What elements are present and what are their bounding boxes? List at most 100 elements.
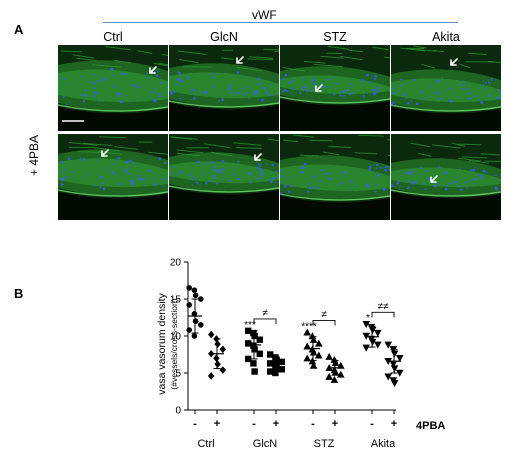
x-sub-label: +: [273, 418, 279, 430]
column-label-glcn: GlcN: [210, 30, 238, 44]
data-point: [191, 287, 198, 293]
micrograph-ctrl-4pba: [58, 134, 168, 220]
micrograph-glcn: [169, 45, 279, 131]
data-point: [273, 363, 280, 371]
data-point: [374, 329, 382, 337]
x-category-label: STZ: [314, 438, 335, 450]
comparison-bracket: [371, 311, 395, 318]
data-point: [368, 326, 377, 334]
column-label-akita: Akita: [432, 30, 460, 44]
data-point: [315, 351, 323, 359]
comparison-marker: ≠: [321, 309, 327, 320]
data-point: [186, 285, 192, 291]
y-axis-label: vasa vasorum density: [156, 292, 168, 394]
significance-marker: ****: [301, 321, 317, 332]
treatment-label: 4PBA: [416, 420, 445, 432]
row-label-4pba-text: + 4PBA: [27, 134, 41, 176]
data-point: [192, 292, 199, 299]
y-tick-label: 15: [170, 295, 182, 306]
x-sub-label: -: [370, 418, 374, 430]
data-point: [331, 368, 340, 376]
comparison-marker: ≠≠: [378, 301, 389, 312]
data-point: [362, 320, 370, 328]
data-point: [337, 361, 345, 369]
data-point: [309, 335, 318, 343]
data-point: [278, 358, 285, 366]
data-point: [198, 322, 204, 328]
data-point: [191, 311, 198, 317]
data-point: [396, 369, 404, 377]
data-point: [219, 345, 226, 354]
data-point: [303, 342, 311, 350]
data-point: [396, 355, 404, 362]
panel-letter-a: A: [14, 22, 24, 37]
comparison-bracket: [253, 318, 277, 324]
data-point: [331, 358, 340, 366]
data-point: [267, 360, 274, 367]
x-category-label: Ctrl: [197, 438, 214, 450]
data-point: [198, 296, 204, 302]
data-point: [214, 360, 221, 368]
data-point: [330, 375, 339, 383]
data-point: [186, 302, 192, 308]
column-label-stz: STZ: [323, 30, 347, 44]
row-label-4pba: + 4PBA: [27, 135, 55, 176]
panel-letter-b: B: [14, 286, 24, 301]
data-point: [325, 372, 333, 380]
x-sub-label: -: [311, 418, 315, 430]
comparison-bracket: [312, 320, 336, 326]
x-category-label: GlcN: [253, 438, 278, 450]
data-point: [250, 360, 257, 367]
data-point: [251, 368, 258, 375]
micrograph-glcn-4pba: [169, 134, 279, 220]
data-point: [208, 372, 215, 380]
x-sub-label: -: [252, 418, 256, 430]
data-point: [309, 361, 318, 369]
data-point: [278, 366, 285, 373]
data-point: [245, 327, 252, 335]
data-point: [303, 354, 311, 362]
data-point: [250, 342, 257, 349]
data-point: [245, 355, 252, 363]
data-point: [208, 330, 215, 339]
y-tick-label: 10: [170, 332, 182, 343]
micrograph-stz-4pba: [280, 134, 390, 220]
data-point: [374, 341, 382, 349]
data-point: [390, 350, 399, 358]
data-point: [267, 368, 274, 375]
data-point: [390, 380, 399, 388]
column-label-ctrl: Ctrl: [103, 30, 123, 44]
x-category-label: Akita: [371, 438, 396, 450]
data-point: [191, 333, 198, 339]
data-point: [337, 370, 345, 378]
data-point: [251, 332, 258, 340]
data-point: [272, 369, 279, 377]
data-point: [325, 352, 333, 360]
data-point: [315, 339, 323, 347]
x-sub-label: +: [391, 418, 397, 430]
x-sub-label: +: [332, 418, 338, 430]
data-point: [309, 348, 318, 356]
comparison-marker: ≠: [262, 308, 268, 319]
data-point: [213, 354, 220, 362]
micrograph-stz: [280, 45, 390, 131]
data-point: [186, 327, 192, 333]
micrograph-akita: [391, 45, 501, 131]
data-point: [219, 366, 226, 374]
data-point: [384, 341, 392, 349]
data-point: [267, 351, 274, 358]
data-point: [303, 328, 311, 336]
data-point: [389, 360, 398, 368]
micrograph-ctrl: [58, 45, 168, 131]
data-point: [273, 356, 280, 363]
stain-title-underline: [103, 22, 458, 23]
data-point: [384, 373, 392, 381]
x-sub-label: -: [193, 418, 197, 430]
y-tick-label: 0: [175, 406, 181, 417]
stain-title: vWF: [252, 8, 277, 22]
data-point: [362, 344, 370, 352]
y-tick-label: 5: [175, 369, 181, 380]
data-point: [245, 340, 252, 347]
x-sub-label: +: [214, 418, 220, 430]
